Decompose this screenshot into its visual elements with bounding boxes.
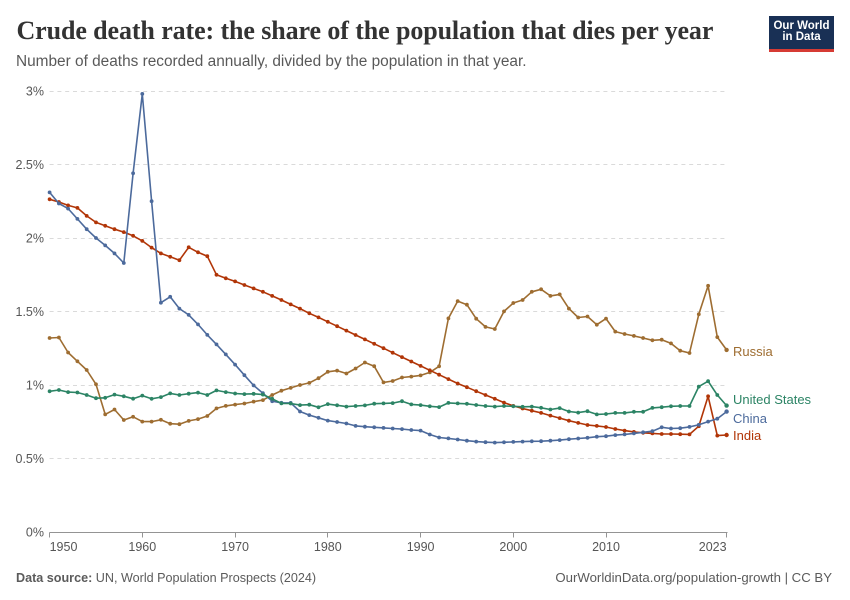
svg-text:3%: 3%	[26, 84, 44, 98]
svg-text:1.5%: 1.5%	[16, 305, 45, 319]
svg-text:Russia: Russia	[733, 344, 774, 359]
svg-text:2000: 2000	[499, 540, 527, 554]
svg-text:1950: 1950	[50, 540, 78, 554]
svg-text:0%: 0%	[26, 525, 44, 539]
svg-text:1980: 1980	[314, 540, 342, 554]
svg-text:1%: 1%	[26, 378, 44, 392]
svg-text:1990: 1990	[407, 540, 435, 554]
svg-text:India: India	[733, 428, 762, 443]
svg-text:China: China	[733, 411, 768, 426]
svg-text:1960: 1960	[128, 540, 156, 554]
svg-text:2.5%: 2.5%	[16, 158, 45, 172]
svg-text:2010: 2010	[592, 540, 620, 554]
svg-text:0.5%: 0.5%	[16, 452, 45, 466]
svg-text:1970: 1970	[221, 540, 249, 554]
svg-text:2%: 2%	[26, 231, 44, 245]
svg-text:United States: United States	[733, 392, 812, 407]
svg-text:2023: 2023	[699, 540, 727, 554]
